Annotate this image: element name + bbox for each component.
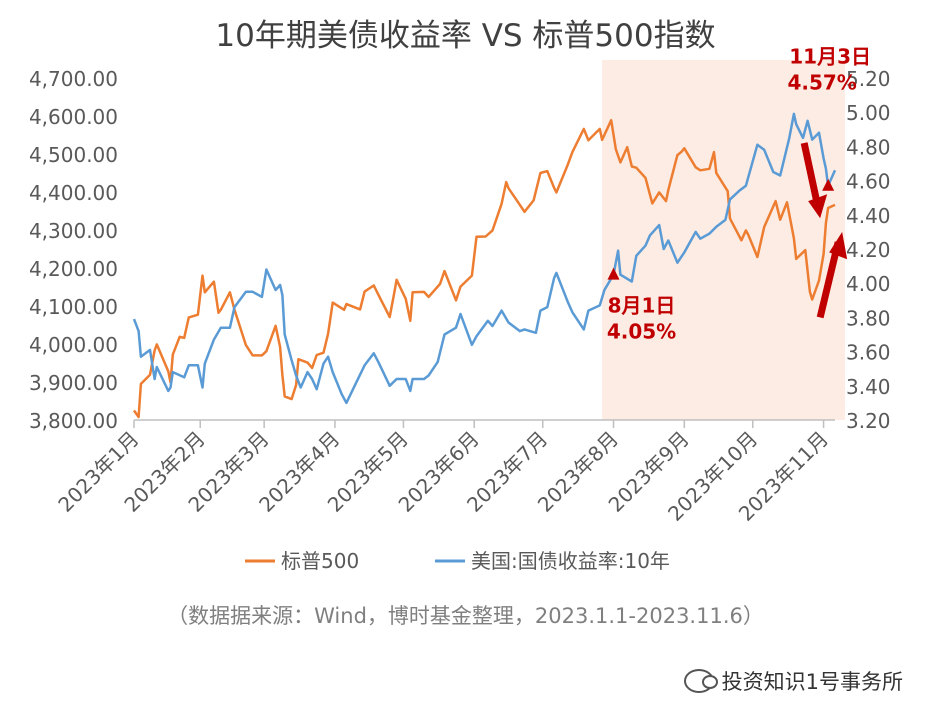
- right-tick-label: 4.80: [846, 135, 891, 159]
- left-tick-label: 4,000.00: [29, 333, 118, 357]
- annotation-value-label: 4.05%: [607, 320, 676, 344]
- right-tick-label: 3.20: [846, 409, 891, 433]
- right-tick-label: 5.00: [846, 101, 891, 125]
- annotation-date-label: 11月3日: [789, 45, 871, 69]
- annotation-value-label: 4.57%: [787, 71, 856, 95]
- watermark-text: 投资知识1号事务所: [721, 670, 903, 694]
- highlight-region: [602, 60, 845, 420]
- legend-label: 标普500: [281, 549, 359, 573]
- right-tick-label: 3.40: [846, 375, 891, 399]
- source-note: （数据据来源：Wind，博时基金整理，2023.1.1-2023.11.6）: [167, 604, 764, 628]
- chart-svg: 3,800.00 3,900.00 4,000.00 4,100.00 4,200.00…: [29, 45, 891, 573]
- right-tick-label: 4.00: [846, 272, 891, 296]
- chat-bubbles-icon: [683, 669, 718, 693]
- left-tick-label: 4,600.00: [29, 105, 118, 129]
- treasury-yield-line: [132, 112, 837, 405]
- chart-title: 10年期美债收益率 VS 标普500指数: [215, 18, 716, 54]
- down-arrow-head: [808, 194, 828, 219]
- watermark: 投资知识1号事务所: [683, 666, 903, 696]
- annotation-marker: [607, 267, 620, 280]
- annotation-date-label: 8月1日: [608, 294, 676, 318]
- left-tick-label: 4,300.00: [29, 219, 118, 243]
- left-tick-label: 4,700.00: [29, 67, 118, 91]
- left-tick-label: 4,200.00: [29, 257, 118, 281]
- down-arrow-shaft: [800, 142, 822, 209]
- right-tick-label: 4.60: [846, 170, 891, 194]
- right-tick-label: 3.60: [846, 341, 891, 365]
- up-arrow-head: [829, 231, 848, 260]
- left-tick-label: 4,400.00: [29, 181, 118, 205]
- right-tick-label: 5.20: [846, 67, 891, 91]
- annotation-marker: [822, 178, 835, 191]
- right-tick-label: 4.40: [846, 204, 891, 228]
- left-tick-label: 4,500.00: [29, 143, 118, 167]
- legend-label: 美国:国债收益率:10年: [471, 549, 670, 573]
- right-tick-label: 3.80: [846, 306, 891, 330]
- left-tick-label: 3,800.00: [29, 409, 118, 433]
- right-tick-label: 4.20: [846, 238, 891, 262]
- left-tick-label: 4,100.00: [29, 295, 118, 319]
- left-tick-label: 3,900.00: [29, 371, 118, 395]
